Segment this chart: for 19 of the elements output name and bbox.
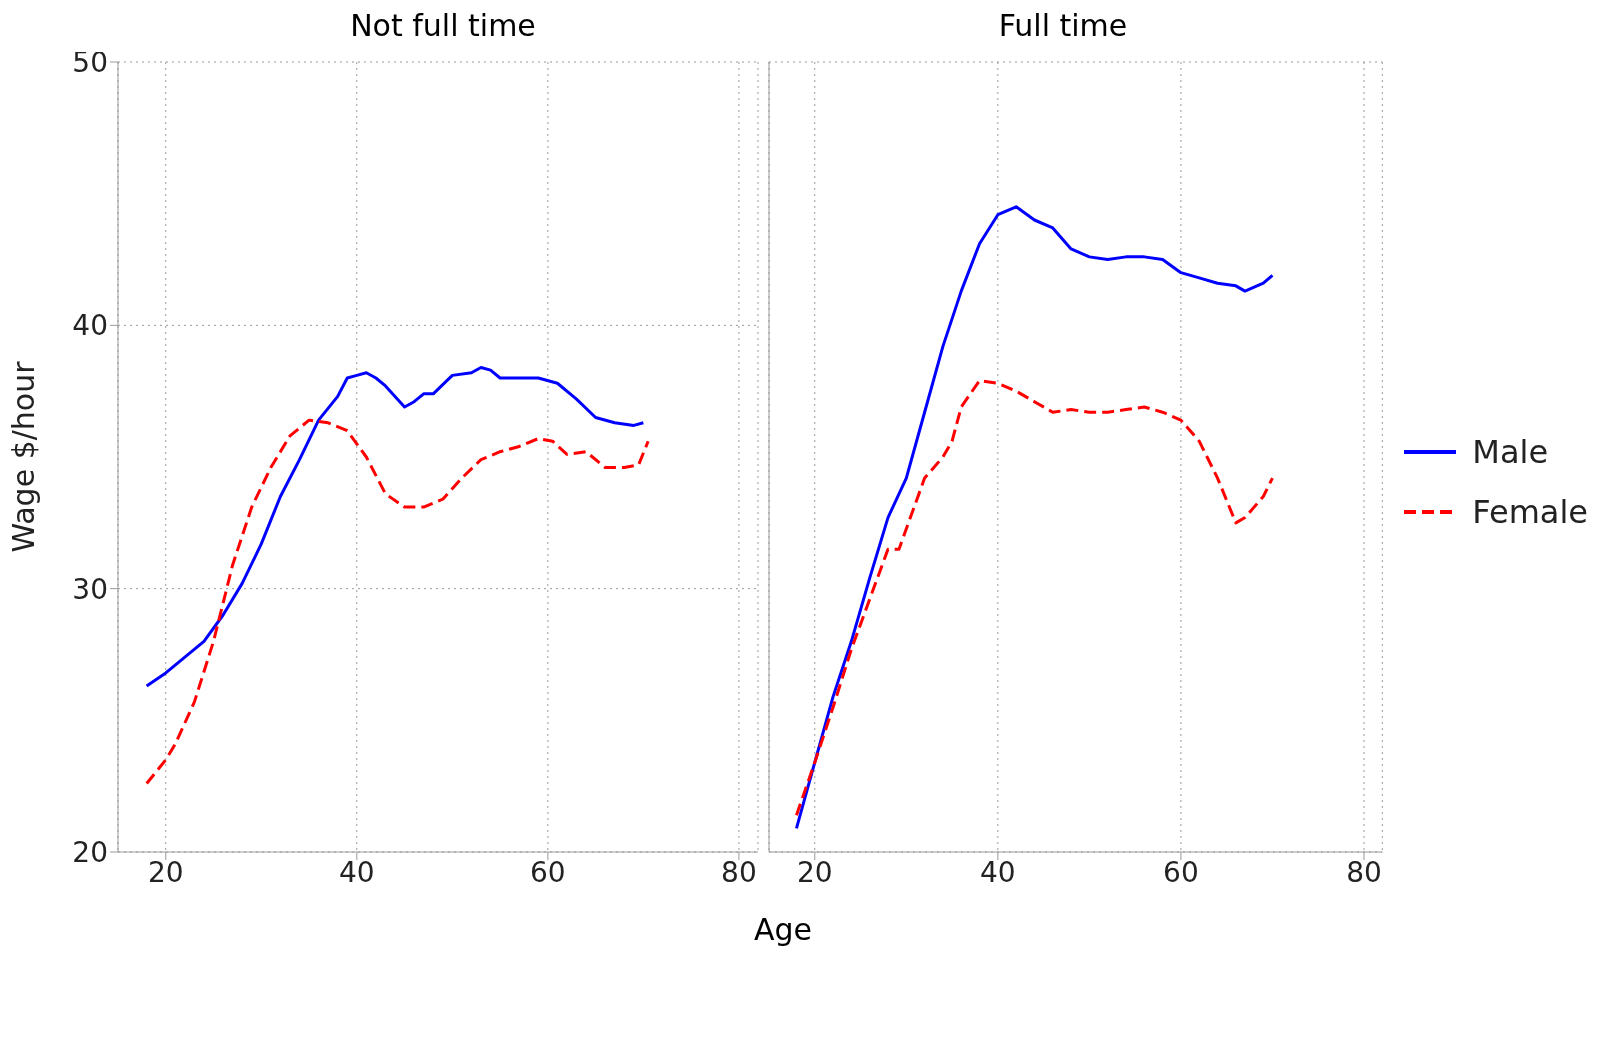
chart-title: Not full time [350, 8, 536, 43]
x-axis-title: Age [753, 912, 813, 947]
x-tick-label: 60 [530, 855, 566, 889]
x-tick-label: 20 [147, 855, 184, 889]
line-series [145, 365, 645, 688]
legend-label: Male [1472, 433, 1549, 471]
x-tick-label: 80 [1346, 855, 1382, 889]
x-tick-label: 20 [796, 855, 833, 889]
y-tick-label: 30 [72, 572, 108, 606]
x-tick-label: 40 [338, 855, 375, 889]
x-tick-label: 40 [980, 855, 1016, 889]
legend-label: Female [1472, 493, 1588, 531]
x-tick-label: 60 [1163, 855, 1199, 889]
line-series [145, 418, 650, 786]
chart-title: Full time [997, 8, 1129, 45]
x-tick-label: 80 [721, 855, 757, 889]
y-axis-title: Wage $/hour [5, 360, 41, 553]
y-tick-label: 50 [72, 45, 108, 79]
y-tick-label: 40 [72, 309, 108, 343]
